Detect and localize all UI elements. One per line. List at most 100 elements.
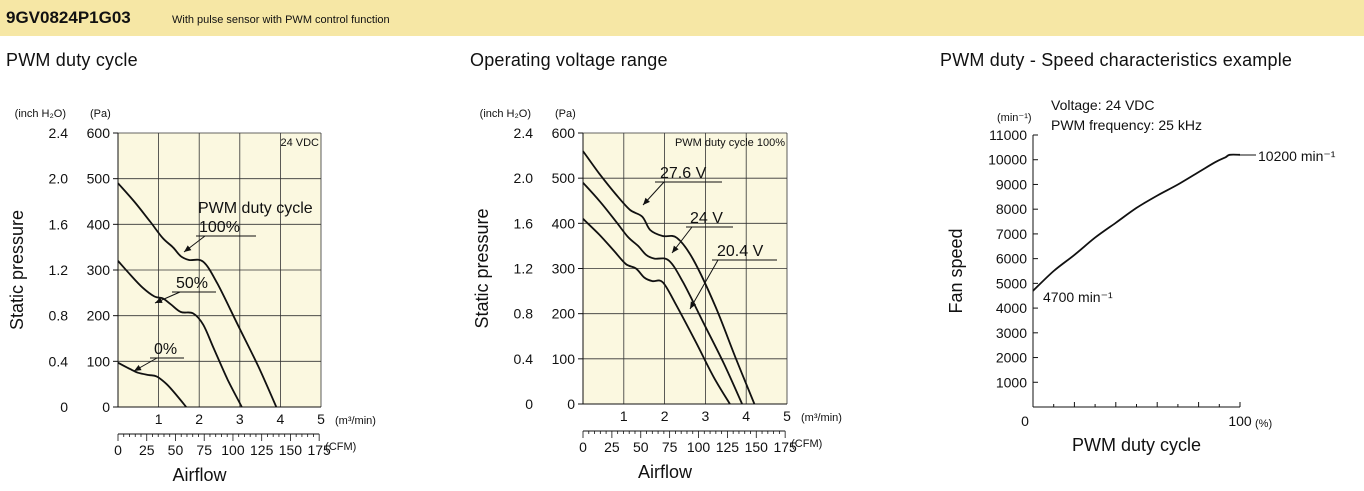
- cfm-tick-label: 0: [579, 439, 587, 455]
- y-tick-label: 9000: [996, 176, 1027, 192]
- y-tick-label-pa: 100: [552, 351, 576, 367]
- cfm-tick-label: 125: [716, 439, 740, 455]
- y-tick-label: 4000: [996, 300, 1027, 316]
- x-unit-m3: (m³/min): [335, 415, 376, 427]
- x-tick-label: 1: [620, 408, 628, 424]
- leader-arrowhead-1: [155, 297, 163, 303]
- series-curve-1: [117, 260, 243, 408]
- y-unit-pa: (Pa): [90, 108, 111, 120]
- y-tick-label: 7000: [996, 226, 1027, 242]
- condition-label: 24 VDC: [280, 137, 319, 149]
- y-tick-label-inch: 1.6: [514, 215, 534, 231]
- y-tick-label: 6000: [996, 251, 1027, 267]
- y-tick-label-pa: 400: [552, 215, 576, 231]
- right-panel-title: PWM duty - Speed characteristics example: [940, 50, 1293, 70]
- y-unit-inch: (inch H₂O): [15, 108, 66, 120]
- y-axis-title: Fan speed: [946, 228, 966, 313]
- condition-label: PWM duty cycle 100%: [675, 137, 785, 149]
- x-unit-m3: (m³/min): [801, 412, 842, 424]
- y-tick-label-inch: 0: [60, 399, 68, 415]
- cfm-tick-label: 150: [279, 442, 303, 458]
- header-bar: 9GV0824P1G03 With pulse sensor with PWM …: [0, 0, 1364, 36]
- cfm-tick-label: 25: [139, 442, 155, 458]
- cfm-tick-label: 100: [687, 439, 711, 455]
- x-tick-label: 100: [1228, 413, 1252, 429]
- y-tick-label: 8000: [996, 201, 1027, 217]
- y-unit-inch: (inch H₂O): [480, 108, 531, 120]
- x-tick-label: 2: [195, 411, 203, 427]
- leader-arrowhead-0: [184, 245, 192, 252]
- y-tick-label-inch: 2.4: [514, 125, 534, 141]
- cfm-tick-label: 0: [114, 442, 122, 458]
- x-unit: (%): [1255, 418, 1272, 430]
- y-tick-label-inch: 2.0: [49, 171, 69, 187]
- y-tick-label-inch: 0.4: [49, 353, 69, 369]
- cfm-tick-label: 150: [745, 439, 769, 455]
- x-unit-cfm: (CFM): [325, 441, 356, 453]
- series-label-2: 0%: [154, 341, 177, 358]
- speed-curve: [1032, 153, 1241, 292]
- operating-voltage-chart: 001000.42000.83001.24001.65002.06002.4(i…: [472, 108, 842, 482]
- pwm-duty-cycle-chart: 001000.42000.83001.24001.65002.06002.4(i…: [7, 108, 376, 485]
- x-tick-label: 4: [277, 411, 285, 427]
- cfm-tick-label: 75: [662, 439, 678, 455]
- y-tick-label-inch: 1.6: [49, 216, 69, 232]
- start-speed-label: 4700 min⁻¹: [1043, 289, 1113, 305]
- y-tick-label: 10000: [988, 152, 1027, 168]
- x-tick-label: 2: [661, 408, 669, 424]
- cfm-tick-label: 50: [633, 439, 649, 455]
- model-number: 9GV0824P1G03: [6, 8, 131, 27]
- voltage-label: Voltage: 24 VDC: [1051, 97, 1155, 113]
- y-tick-label-inch: 0: [525, 396, 533, 412]
- y-tick-label: 2000: [996, 350, 1027, 366]
- y-tick-label: 5000: [996, 275, 1027, 291]
- cfm-tick-label: 100: [221, 442, 245, 458]
- x-tick-label: 3: [702, 408, 710, 424]
- cfm-tick-label: 175: [307, 442, 331, 458]
- x-axis-title: PWM duty cycle: [1072, 435, 1201, 455]
- y-tick-label-inch: 0.4: [514, 351, 534, 367]
- y-tick-label-pa: 300: [87, 262, 111, 278]
- y-tick-label-pa: 100: [87, 353, 111, 369]
- leader-line-2: [689, 259, 719, 310]
- y-tick-label-pa: 300: [552, 261, 576, 277]
- left-panel-title: PWM duty cycle: [6, 50, 138, 70]
- x-tick-label: 0: [1021, 413, 1029, 429]
- y-unit-pa: (Pa): [555, 108, 576, 120]
- y-tick-label: 1000: [996, 374, 1027, 390]
- series-label-1: 24 V: [690, 210, 723, 227]
- series-label-2: 20.4 V: [717, 243, 764, 260]
- x-tick-label: 1: [155, 411, 163, 427]
- series-label-0: 100%: [199, 219, 240, 236]
- y-tick-label-pa: 600: [552, 125, 576, 141]
- y-tick-label-inch: 0.8: [49, 308, 69, 324]
- y-tick-label-pa: 0: [102, 399, 110, 415]
- x-axis-title: Airflow: [172, 465, 227, 485]
- y-tick-label-pa: 200: [87, 308, 111, 324]
- y-axis-title: Static pressure: [472, 208, 492, 328]
- leader-arrowhead-2: [134, 364, 142, 371]
- y-tick-label-inch: 2.4: [49, 125, 69, 141]
- leader-arrowhead-1: [672, 245, 679, 253]
- series-curve-0: [582, 150, 756, 405]
- series-curve-2: [117, 361, 187, 408]
- x-tick-label: 4: [742, 408, 750, 424]
- y-tick-label-inch: 0.8: [514, 306, 534, 322]
- series-label-0: 27.6 V: [660, 165, 707, 182]
- leader-arrowhead-2: [690, 301, 697, 309]
- x-axis-title: Airflow: [638, 462, 693, 482]
- model-description: With pulse sensor with PWM control funct…: [172, 14, 390, 26]
- cfm-tick-label: 125: [250, 442, 274, 458]
- y-unit: (min⁻¹): [997, 112, 1032, 124]
- leader-arrowhead-0: [643, 197, 650, 205]
- x-tick-label: 5: [317, 411, 325, 427]
- y-tick-label-pa: 200: [552, 306, 576, 322]
- legend-title: PWM duty cycle: [198, 200, 313, 217]
- y-tick-label-inch: 2.0: [514, 170, 534, 186]
- series-curve-0: [117, 182, 278, 408]
- y-tick-label-pa: 400: [87, 216, 111, 232]
- cfm-tick-label: 75: [196, 442, 212, 458]
- y-tick-label-pa: 600: [87, 125, 111, 141]
- y-tick-label: 11000: [989, 127, 1027, 143]
- x-tick-label: 3: [236, 411, 244, 427]
